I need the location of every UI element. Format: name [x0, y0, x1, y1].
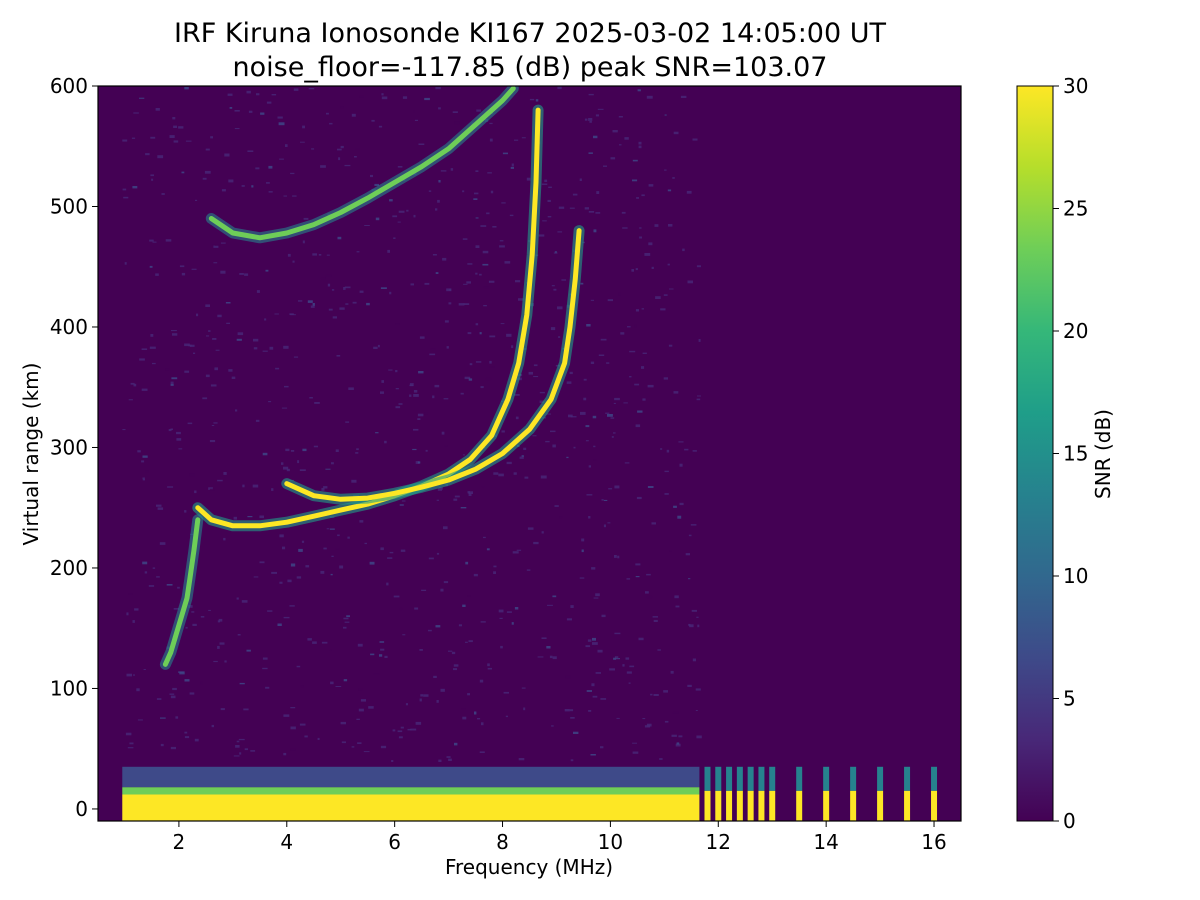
- ground-echo-band: [122, 766, 700, 821]
- colorbar-tick-label: 5: [1063, 687, 1076, 711]
- y-tick-label: 600: [50, 74, 88, 98]
- y-tick-label: 200: [50, 556, 88, 580]
- colorbar-tick-label: 0: [1063, 809, 1076, 833]
- x-tick-label: 12: [706, 830, 731, 854]
- sparse-freq-column: [850, 790, 857, 821]
- sparse-freq-column: [877, 790, 884, 821]
- sparse-freq-column: [758, 766, 765, 791]
- ground-echo-core: [122, 794, 700, 821]
- trace-line: [208, 86, 516, 241]
- x-tick-label: 8: [496, 830, 509, 854]
- sparse-freq-column: [850, 766, 857, 791]
- trace-line: [162, 517, 201, 667]
- sparse-freq-column: [823, 790, 830, 821]
- sparse-freq-column: [736, 766, 743, 791]
- chart-subtitle: noise_floor=-117.85 (dB) peak SNR=103.07: [232, 52, 828, 83]
- sparse-freq-column: [823, 766, 830, 791]
- colorbar-axis: 0 5 10 15 20 25 30: [1053, 74, 1088, 833]
- sparse-freq-column: [877, 766, 884, 791]
- plot-frame: [97, 85, 962, 822]
- y-tick-label: 500: [50, 194, 88, 218]
- x-tick-label: 2: [173, 830, 186, 854]
- x-axis-label: Frequency (MHz): [445, 855, 613, 879]
- sparse-freq-column: [904, 766, 911, 791]
- ground-echo-fringe: [122, 766, 700, 788]
- sparse-freq-column: [715, 790, 722, 821]
- colorbar-tick-label: 30: [1063, 74, 1088, 98]
- sparse-freq-column: [796, 790, 803, 821]
- x-tick-label: 16: [921, 830, 946, 854]
- colorbar-tick-label: 15: [1063, 442, 1088, 466]
- x-tick-label: 6: [388, 830, 401, 854]
- sparse-freq-column: [931, 790, 938, 821]
- colorbar-tick-label: 25: [1063, 197, 1088, 221]
- sparse-freq-column: [747, 790, 754, 821]
- sparse-freq-column: [736, 790, 743, 821]
- sparse-freq-column: [758, 790, 765, 821]
- colorbar: [1016, 85, 1054, 822]
- y-tick-label: 100: [50, 676, 88, 700]
- y-axis: 0 100 200 300 400 500 600: [50, 74, 98, 821]
- y-tick-label: 300: [50, 435, 88, 459]
- sparse-freq-column: [715, 766, 722, 791]
- sparse-freq-column: [931, 766, 938, 791]
- y-tick-label: 0: [75, 797, 88, 821]
- x-tick-label: 10: [598, 830, 623, 854]
- colorbar-tick-label: 20: [1063, 319, 1088, 343]
- colorbar-tick-label: 10: [1063, 564, 1088, 588]
- sparse-freq-column: [747, 766, 754, 791]
- ground-echo-fringe: [122, 787, 700, 795]
- x-axis: 2 4 6 8 10 12 14 16: [173, 821, 947, 854]
- heatmap-layer: [122, 86, 938, 821]
- sparse-freq-column: [796, 766, 803, 791]
- sparse-freq-column: [704, 790, 711, 821]
- chart-title: IRF Kiruna Ionosonde KI167 2025-03-02 14…: [173, 18, 887, 49]
- y-axis-label: Virtual range (km): [19, 363, 43, 546]
- sparse-freq-column: [769, 790, 776, 821]
- sparse-freq-column: [726, 766, 733, 791]
- sparse-freq-column: [904, 790, 911, 821]
- colorbar-label: SNR (dB): [1091, 409, 1115, 499]
- x-tick-label: 14: [813, 830, 838, 854]
- x-tick-label: 4: [280, 830, 293, 854]
- plot-background: [98, 86, 961, 821]
- sparse-freq-column: [726, 790, 733, 821]
- trace-line: [284, 228, 582, 502]
- sparse-freq-column: [769, 766, 776, 791]
- y-tick-label: 400: [50, 315, 88, 339]
- sparse-freq-column: [704, 766, 711, 791]
